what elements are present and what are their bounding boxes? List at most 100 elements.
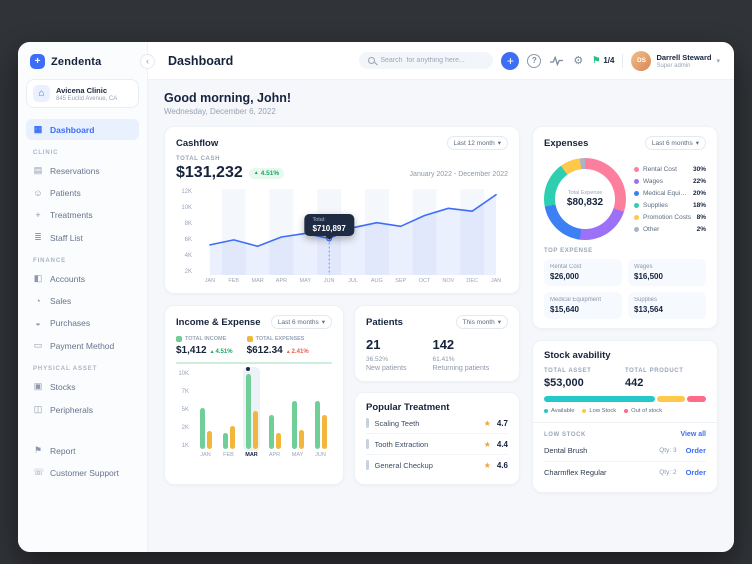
total-cash-label: TOTAL CASH (176, 156, 221, 162)
bag-icon: ◒ (35, 318, 41, 328)
sidebar-item-payment-method[interactable]: ▭ Payment Method (26, 335, 139, 356)
cashflow-delta-badge: ▲ 4.51% (248, 167, 285, 179)
sidebar-item-peripherals[interactable]: ◫ Peripherals (26, 399, 139, 420)
add-button[interactable]: + (501, 51, 520, 70)
calendar-icon: ▤ (33, 165, 43, 175)
treatment-row[interactable]: General Checkup ★ 4.6 (366, 455, 508, 475)
sidebar-item-dashboard[interactable]: ▦ Dashboard (26, 119, 139, 140)
search-field[interactable] (380, 57, 485, 64)
collapse-sidebar-button[interactable]: ‹ (140, 54, 155, 69)
income-expense-card: Income & Expense Last 6 months ▾ TOTAL I… (164, 305, 344, 485)
star-icon: ★ (483, 418, 491, 428)
expenses-period-dropdown[interactable]: Last 6 months ▾ (644, 136, 706, 150)
divider (533, 422, 717, 423)
top-expense-item: Rental Cost $26,000 (544, 259, 622, 286)
sidebar-item-staff-list[interactable]: ≣ Staff List (26, 227, 139, 248)
sidebar-item-customer-support[interactable]: ☏ Customer Support (26, 462, 139, 483)
onboarding-progress[interactable]: ⚑ 1/4 (592, 55, 614, 66)
legend-item: Medical Equipment20% (634, 187, 706, 199)
x-axis-label: FEB (228, 278, 240, 284)
greeting-date: Wednesday, December 6, 2022 (164, 107, 276, 116)
sidebar-item-label: Staff List (50, 232, 83, 243)
treatment-row[interactable]: Scaling Teeth ★ 4.7 (366, 413, 508, 434)
sidebar-item-label: Report (50, 445, 76, 456)
income-expense-chart: 10K 7K 5K 2K 1K JAN FEB MAR APR MAY JUN (176, 367, 332, 458)
sidebar-item-label: Customer Support (50, 467, 119, 478)
logo-text: Zendenta (51, 55, 102, 68)
bar-group: FEB (217, 371, 240, 458)
patients-period-dropdown[interactable]: This month ▾ (455, 315, 508, 329)
clinic-selector[interactable]: ⌂ Avicena Clinic 845 Euclid Avenue, CA (26, 79, 139, 108)
bar-group: MAR (240, 367, 263, 458)
donut-center: Total Expense $80,832 (555, 169, 615, 229)
sidebar-item-reservations[interactable]: ▤ Reservations (26, 160, 139, 181)
section-title-physical-asset: PHYSICAL ASSET (33, 366, 98, 372)
treatment-row[interactable]: Tooth Extraction ★ 4.4 (366, 434, 508, 455)
stock-bar-segment (656, 396, 686, 402)
view-all-link[interactable]: View all (680, 431, 706, 438)
x-axis-label: MAY (299, 278, 312, 284)
order-button[interactable]: Order (685, 446, 706, 455)
income-legend-icon (176, 336, 182, 342)
x-axis-label: DEC (466, 278, 479, 284)
caret-down-icon: ▾ (497, 319, 501, 326)
sidebar-item-stocks[interactable]: ▣ Stocks (26, 376, 139, 397)
card-title: Patients (366, 316, 403, 328)
low-stock-label: LOW STOCK (544, 431, 586, 438)
help-icon[interactable]: ? (527, 53, 542, 68)
logo-icon: + (30, 54, 45, 69)
monitor-icon: ◫ (33, 404, 43, 414)
bar-group: APR (263, 371, 286, 458)
flag-icon: ⚑ (33, 445, 43, 455)
topbar: Dashboard + ? ⚙ ⚑ 1/4 DS Darrell Steward… (148, 42, 734, 80)
period-value: Last 6 months (651, 139, 693, 147)
logo: + Zendenta (26, 52, 139, 79)
card-title: Stock avability (544, 350, 611, 361)
chevron-left-icon: ‹ (146, 56, 149, 66)
sidebar-item-label: Purchases (50, 318, 91, 328)
returning-patients-stat: 142 61.41% Returning patients (432, 337, 490, 372)
sidebar-item-treatments[interactable]: + Treatments (26, 205, 139, 225)
x-axis-label: APR (275, 278, 288, 284)
sidebar-item-patients[interactable]: ☺ Patients (26, 183, 139, 203)
x-axis-label: JUL (348, 278, 358, 284)
income-value: $1,412 (176, 345, 207, 356)
sidebar-item-accounts[interactable]: ◧ Accounts (26, 268, 139, 289)
sidebar-item-label: Treatments (50, 210, 93, 220)
settings-gear-icon[interactable]: ⚙ (573, 55, 584, 67)
x-axis-label: AUG (370, 278, 383, 284)
legend-item: Low Stock (582, 408, 616, 414)
sidebar-item-sales[interactable]: ◔ Sales (26, 291, 139, 311)
expense-legend-icon (246, 336, 253, 342)
user-menu[interactable]: DS Darrell Steward Super admin ▾ (631, 50, 720, 71)
order-button[interactable]: Order (685, 468, 706, 477)
dashboard-content: Good morning, John! Wednesday, December … (148, 80, 734, 552)
legend-item: Out of stock (624, 408, 662, 414)
greeting: Good morning, John! Wednesday, December … (164, 91, 718, 116)
sidebar-item-report[interactable]: ⚑ Report (26, 440, 139, 461)
cashflow-period-dropdown[interactable]: Last 12 month ▾ (446, 136, 508, 150)
donut-chart: Total Expense $80,832 (544, 158, 626, 240)
page-title: Dashboard (168, 53, 234, 68)
star-icon: ★ (483, 460, 491, 470)
x-axis-label: JAN (204, 278, 216, 284)
clinic-name: Avicena Clinic (56, 85, 107, 95)
main-area: ‹ Dashboard + ? ⚙ ⚑ 1/4 DS Darrell Stew (140, 42, 734, 552)
y-axis: 12K 10K 8K 6K 4K 2K (181, 189, 192, 275)
bar-group: JUN (309, 371, 332, 458)
stock-stacked-bar (544, 396, 706, 402)
sidebar-item-purchases[interactable]: ◒ Purchases (26, 313, 139, 333)
expenses-card: Expenses Last 6 months ▾ Total Expense $… (532, 126, 718, 329)
legend-item: Wages 22% (634, 175, 706, 187)
credit-card-icon: ▭ (33, 340, 43, 350)
flag-icon: ⚑ (592, 55, 601, 65)
popular-treatment-card: Popular Treatment Scaling Teeth ★ 4.7 T (354, 392, 520, 485)
search-input[interactable] (359, 52, 494, 69)
activity-icon[interactable] (549, 55, 564, 67)
up-arrow-icon: ▲ (253, 170, 259, 176)
stock-bar-segment (544, 396, 655, 402)
sidebar-item-label: Patients (50, 188, 81, 198)
clinic-address: 845 Euclid Avenue, CA (56, 95, 118, 102)
income-expense-period-dropdown[interactable]: Last 6 months ▾ (270, 315, 332, 329)
